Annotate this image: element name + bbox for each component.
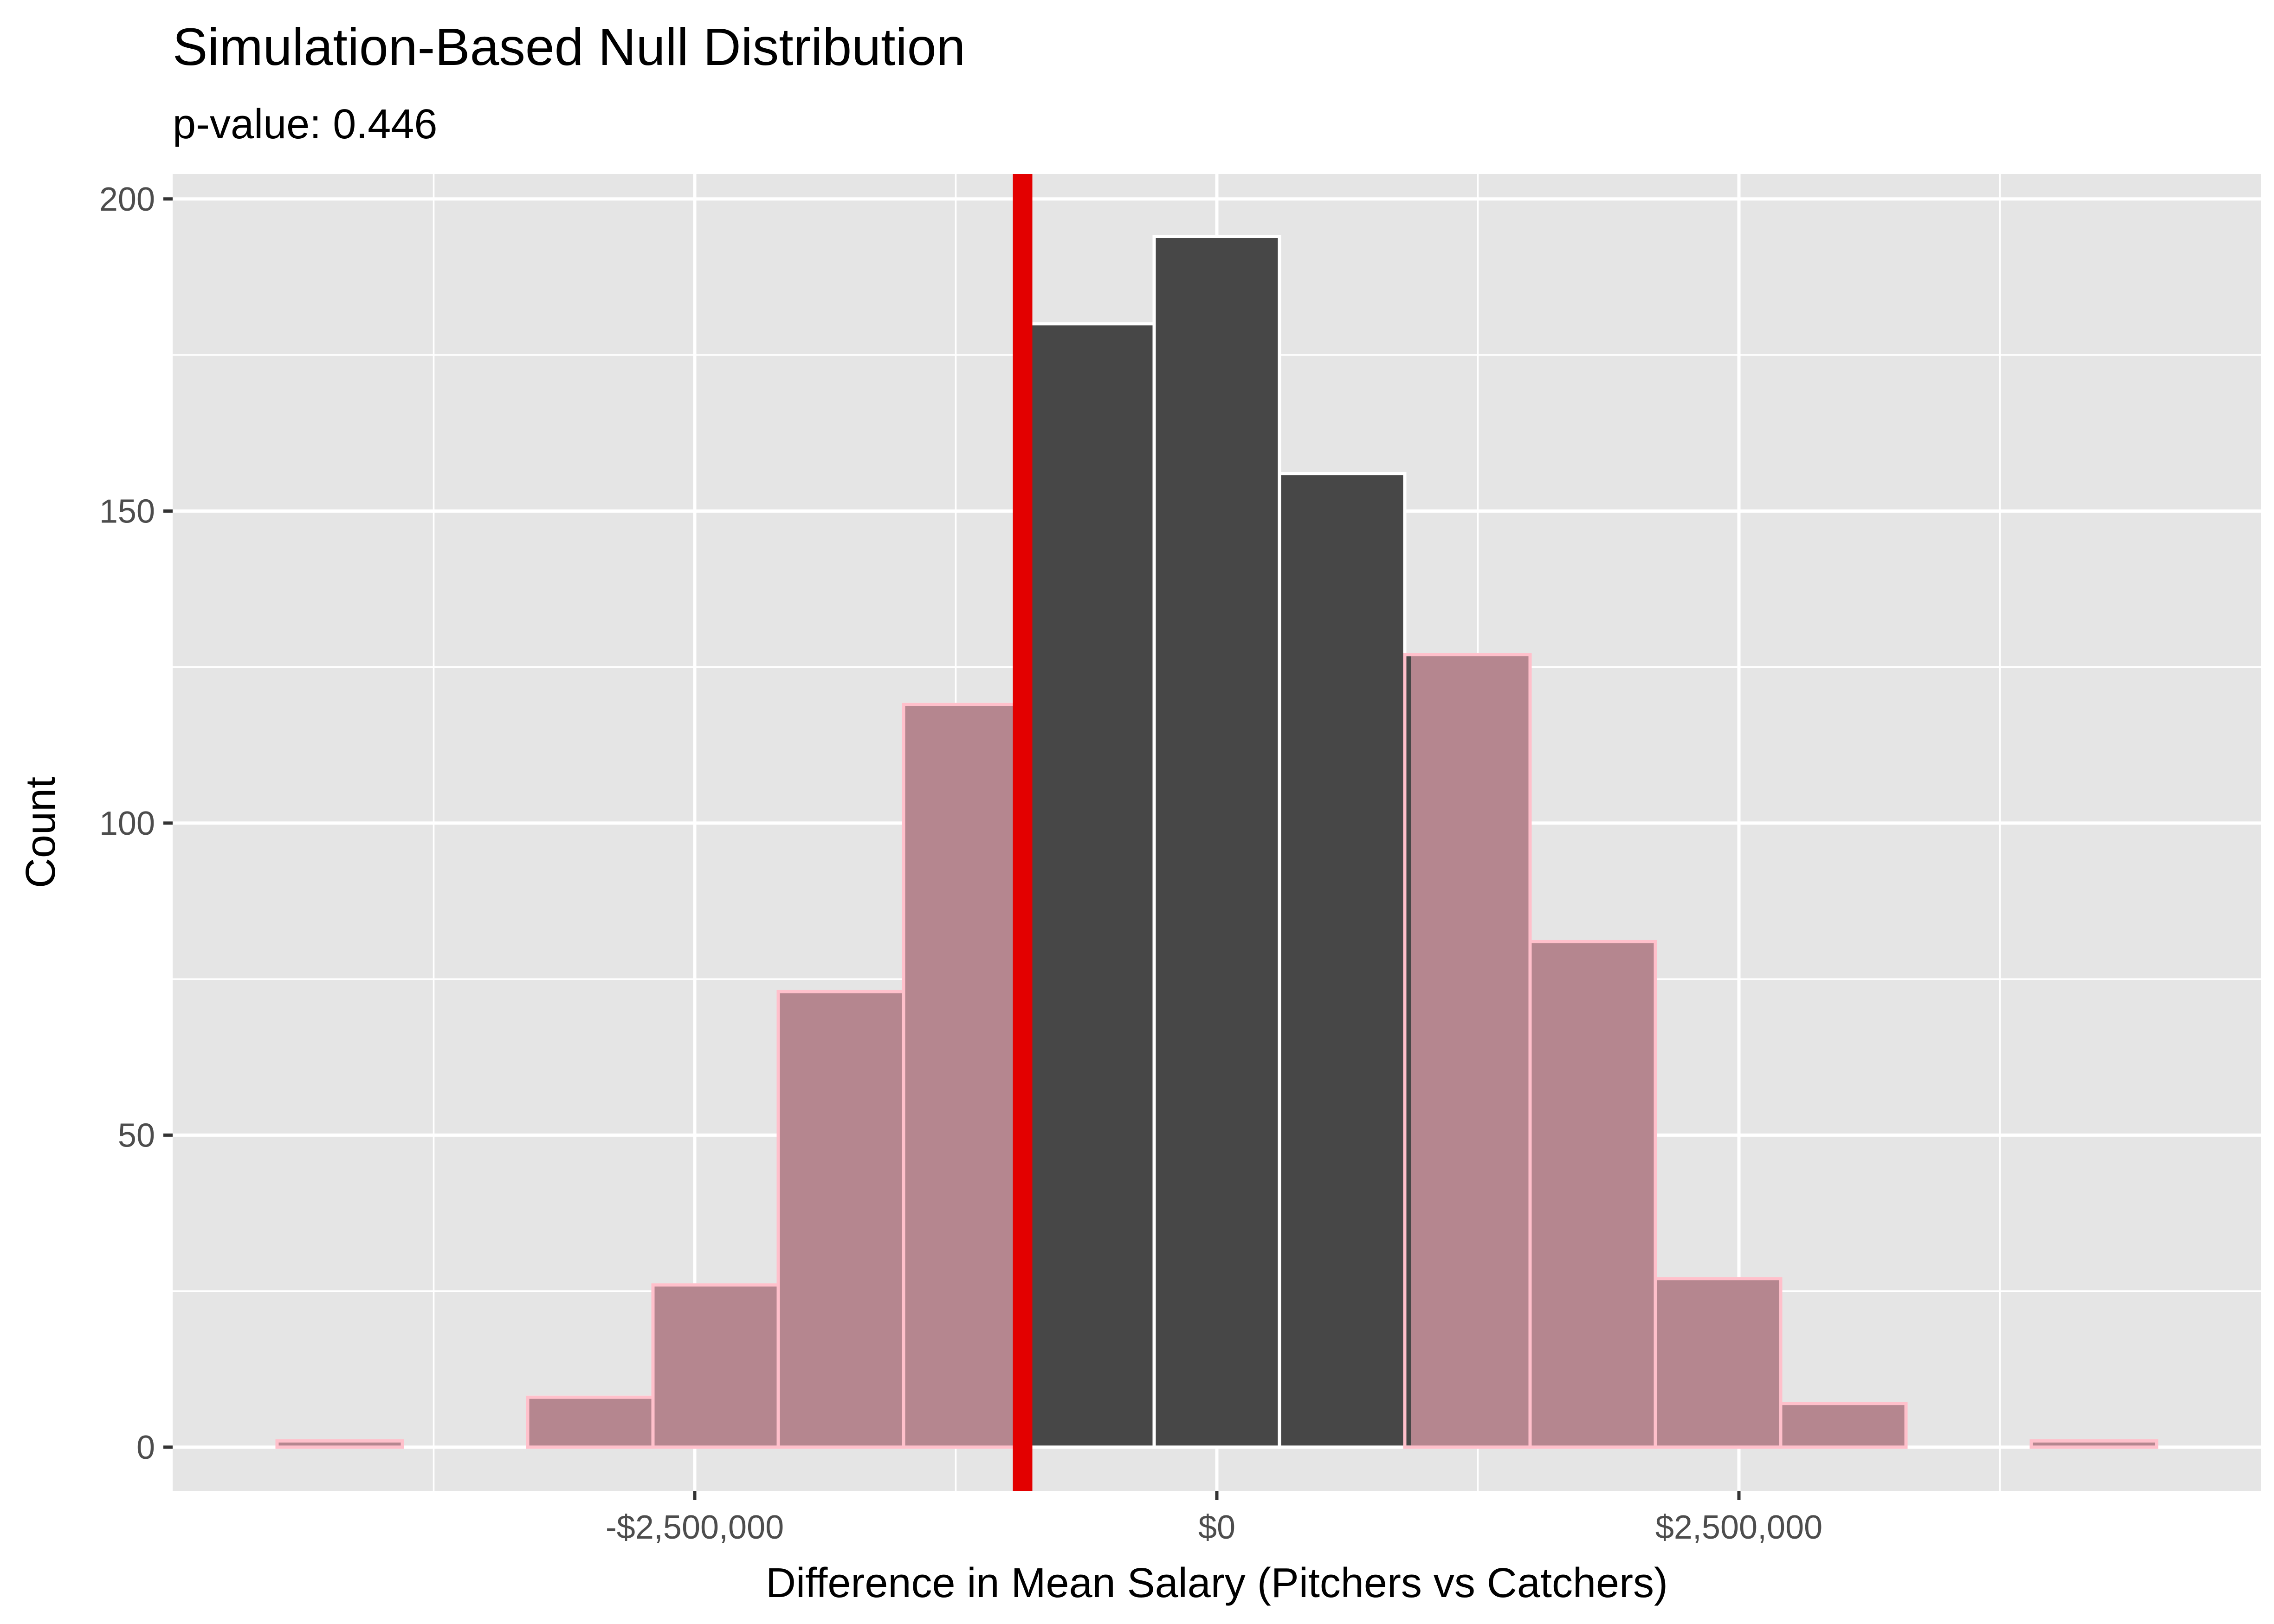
shaded-bar-outline-14 [2029,1439,2158,1449]
shaded-region-outlines [275,653,2158,1449]
chart-title: Simulation-Based Null Distribution [173,18,965,76]
shaded-bar-outline-12 [1779,1402,1908,1449]
y-tick-label-0: 0 [136,1429,155,1466]
x-tick-label-0: -$2,500,000 [606,1509,784,1546]
shaded-tail-3-0 [653,1285,778,1447]
chart-subtitle: p-value: 0.446 [173,101,437,148]
shaded-tail-4-0 [778,991,904,1447]
shaded-tail-9-0 [1411,654,1530,1447]
histogram-bar-8 [1278,472,1407,1449]
shaded-bar-outline-10 [1528,940,1657,1449]
y-tick-label-4: 200 [99,181,155,218]
x-tick-label-2: $2,500,000 [1655,1509,1822,1546]
shaded-tail-5-0 [904,704,1023,1447]
y-tick-label-3: 150 [99,493,155,530]
shaded-bar-outline-0 [275,1439,404,1449]
histogram-bar-7 [1152,235,1281,1449]
x-tick-label-1: $0 [1198,1509,1235,1546]
histogram-bars [275,235,2158,1449]
y-tick-label-2: 100 [99,805,155,842]
shaded-bar-outline-11 [1654,1277,1783,1449]
shaded-tail-11-0 [1655,1278,1781,1447]
tick-labels: -$2,500,000 $0 $2,500,000 0 50 100 150 200 [99,181,1822,1546]
axis-ticks [163,197,1741,1500]
shaded-tail-12-0 [1781,1403,1906,1447]
y-tick-label-1: 50 [118,1117,155,1154]
y-axis-title: Count [18,777,64,888]
x-axis-title: Difference in Mean Salary (Pitchers vs C… [766,1560,1668,1606]
histogram-bar-6 [1027,322,1156,1449]
shaded-tail-2-0 [528,1397,653,1447]
shaded-tail-10-0 [1530,941,1655,1447]
